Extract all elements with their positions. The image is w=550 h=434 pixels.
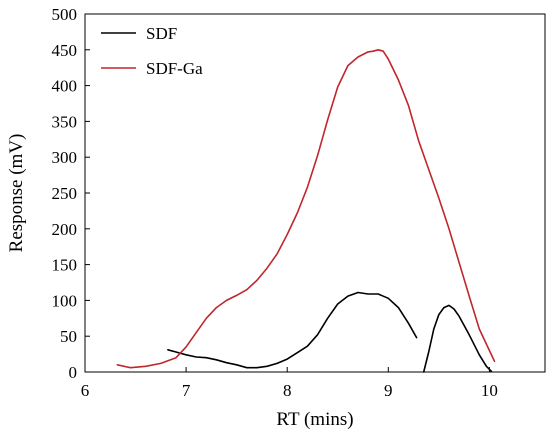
y-tick-label: 350 [52, 112, 78, 131]
y-tick-label: 100 [52, 291, 78, 310]
y-tick-label: 450 [52, 41, 78, 60]
series-line-sdf [422, 304, 493, 373]
plot-area-frame [84, 13, 546, 373]
y-tick-label: 50 [60, 327, 77, 346]
y-tick-label: 200 [52, 220, 78, 239]
y-tick-label: 150 [52, 256, 78, 275]
y-tick-label: 300 [52, 148, 78, 167]
y-tick-label: 0 [69, 363, 78, 382]
x-axis-title: RT (mins) [276, 409, 353, 430]
legend: SDF SDF-Ga [101, 24, 203, 78]
legend-label-sdf: SDF [146, 24, 177, 43]
y-axis-title: Response (mV) [6, 134, 27, 253]
x-tick-label: 6 [81, 381, 90, 400]
series-layer [116, 49, 496, 373]
series-line-sdf [167, 291, 418, 369]
x-tick-label: 8 [283, 381, 292, 400]
y-tick-label: 250 [52, 184, 78, 203]
y-tick-label: 400 [52, 77, 78, 96]
y-tick-label: 500 [52, 5, 78, 24]
legend-label-sdf-ga: SDF-Ga [146, 59, 203, 78]
x-tick-label: 7 [182, 381, 191, 400]
x-tick-label: 9 [384, 381, 393, 400]
x-tick-label: 10 [481, 381, 498, 400]
y-axis-ticks: 0 50 100 150 200 250 300 350 400 450 500 [52, 5, 90, 382]
series-line-sdf-ga [116, 49, 496, 369]
